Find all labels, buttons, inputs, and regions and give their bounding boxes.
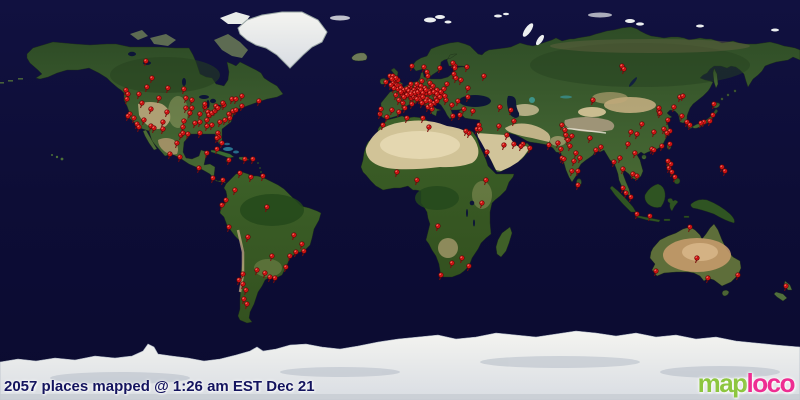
logo-map: map bbox=[697, 368, 748, 398]
logo-loco: loco bbox=[746, 368, 796, 398]
africa bbox=[360, 115, 515, 278]
australia bbox=[649, 223, 793, 302]
status-bar: 2057 places mapped @ 1:26 am EST Dec 21 bbox=[4, 378, 315, 395]
arctic-ice bbox=[330, 12, 779, 46]
maploco-logo[interactable]: maploco bbox=[697, 368, 796, 399]
southeast-asia-islands bbox=[609, 159, 735, 224]
continents-art bbox=[0, 11, 800, 400]
antarctica bbox=[0, 330, 800, 400]
eurasia bbox=[379, 26, 800, 198]
status-text: 2057 places mapped @ 1:26 am EST Dec 21 bbox=[4, 378, 315, 395]
greenland bbox=[237, 11, 328, 69]
